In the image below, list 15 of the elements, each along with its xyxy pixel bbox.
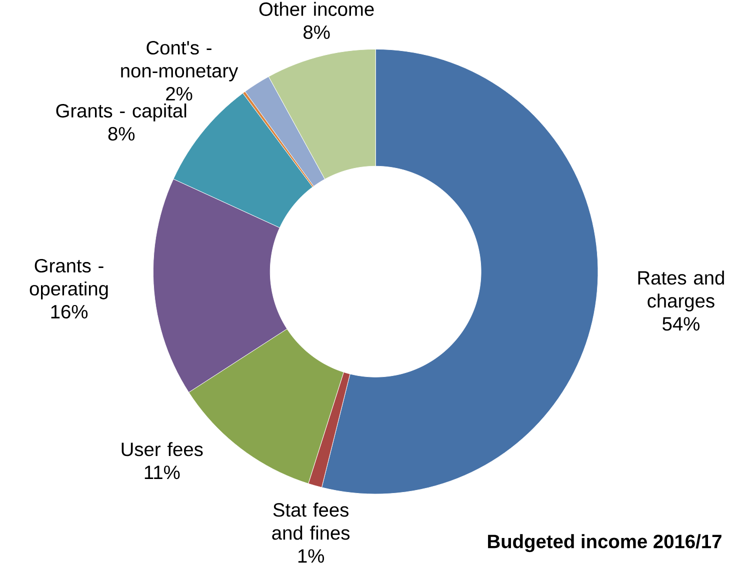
data-label: 1% bbox=[298, 549, 324, 563]
data-label: 8% bbox=[108, 127, 135, 141]
data-label: 54% bbox=[662, 317, 700, 331]
slice-label: Cont's - non-monetary bbox=[121, 41, 238, 82]
text: Budgeted income 2016/17 bbox=[488, 534, 722, 552]
slice-label: Stat fees and fines bbox=[272, 502, 350, 540]
slice-label: Rates and charges bbox=[638, 270, 724, 312]
slice-label: User fees bbox=[122, 442, 203, 456]
slice-label: Grants - capital bbox=[56, 104, 186, 122]
data-label: 11% bbox=[144, 466, 180, 480]
slice-label: Grants - operating bbox=[30, 259, 108, 300]
slice-label: Other income bbox=[259, 2, 374, 16]
data-label: 16% bbox=[51, 305, 88, 319]
data-label: 8% bbox=[304, 26, 330, 40]
data-label: 2% bbox=[166, 87, 192, 101]
